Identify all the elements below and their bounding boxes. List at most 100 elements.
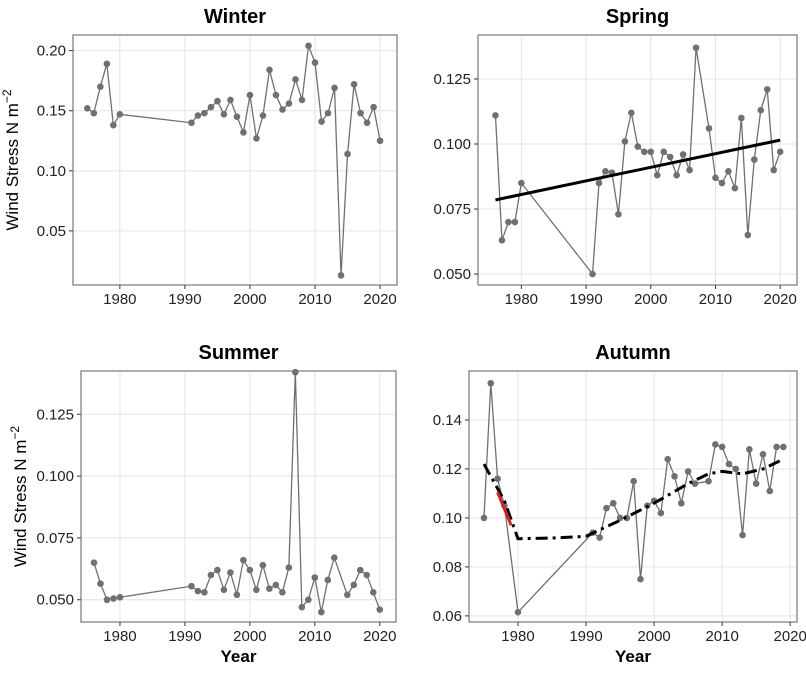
data-point [324,576,332,584]
data-point [292,368,299,376]
plot-border [72,34,398,286]
data-point [97,83,104,90]
data-point [679,151,687,158]
data-point [759,450,767,458]
data-point [492,112,499,119]
data-point [630,477,637,485]
data-point [292,76,299,83]
data-point [732,465,740,473]
data-point [752,480,760,487]
y-axis-label: Wind Stress N m−2 [8,426,30,568]
data-point [514,608,522,616]
data-point [207,571,215,579]
data-point [757,106,765,114]
data-point [731,184,739,192]
x-tick-label: 2010 [298,291,331,308]
y-tick-label: 0.125 [433,71,471,88]
data-point [305,42,312,50]
x-tick-label: 2020 [763,291,796,308]
data-point [110,121,117,129]
data-point [350,581,358,589]
data-point [712,174,719,182]
data-point [770,166,778,174]
data-point [725,460,733,468]
y-tick-label: 0.14 [433,412,462,429]
y-tick-label: 0.05 [37,223,66,240]
data-point [227,569,234,576]
series-line [482,457,785,541]
data-point [272,581,280,589]
y-tick-label: 0.08 [433,559,462,576]
plot-border [477,34,798,286]
data-point [773,443,780,451]
data-point [233,591,241,599]
data-point [628,109,635,117]
data-point [259,561,267,569]
data-point [357,109,364,117]
data-point [311,59,319,66]
data-point [480,514,488,522]
data-point [272,91,280,99]
y-tick-label: 0.10 [433,510,462,527]
data-point [494,475,501,483]
data-point [188,119,195,127]
data-point [609,499,617,507]
data-point [116,111,124,118]
y-tick-label: 0.050 [36,592,74,609]
x-tick-label: 2000 [233,291,266,308]
x-tick-label: 1980 [103,628,136,645]
data-point [318,118,325,125]
y-tick-label: 0.075 [36,530,74,547]
data-point [511,218,519,226]
data-point [780,443,787,451]
y-tick-label: 0.06 [433,608,462,625]
data-point [647,148,655,156]
data-point [602,168,609,175]
y-axis-label-sup: −2 [0,89,14,103]
data-point [266,66,273,74]
data-point [664,455,672,463]
data-point [253,586,260,594]
data-point [376,606,384,613]
data-point [330,554,338,562]
data-point [673,171,680,179]
series-line [495,138,781,202]
data-point [233,113,241,121]
data-point [686,166,693,174]
data-point [603,504,610,512]
data-point [738,114,745,122]
data-point [207,103,215,111]
data-point [84,105,91,112]
data-point [363,119,371,127]
data-point [220,111,228,118]
data-point [705,477,712,485]
y-tick-label: 0.125 [36,406,74,423]
data-point [653,171,661,179]
data-point [240,129,247,136]
y-tick-label: 0.050 [433,266,471,283]
data-point [246,566,254,574]
x-tick-label: 1990 [569,628,602,645]
data-point [227,96,234,104]
series-line [496,491,513,526]
x-axis-label: Year [221,647,257,666]
data-point [350,80,358,88]
data-point [240,556,247,564]
data-point [487,379,495,387]
data-point [220,586,228,594]
data-point [621,138,629,145]
data-point [671,472,678,480]
data-point [318,608,325,616]
y-axis-label-text: Wind Stress N m [3,103,22,231]
data-point [90,559,98,566]
data-point [194,112,202,119]
data-point [103,60,111,68]
data-point [201,589,208,596]
x-tick-label: 2000 [634,291,667,308]
data-point [746,446,753,453]
x-tick-label: 1990 [569,291,602,308]
y-tick-label: 0.15 [37,103,66,120]
x-tick-label: 2020 [774,628,806,645]
